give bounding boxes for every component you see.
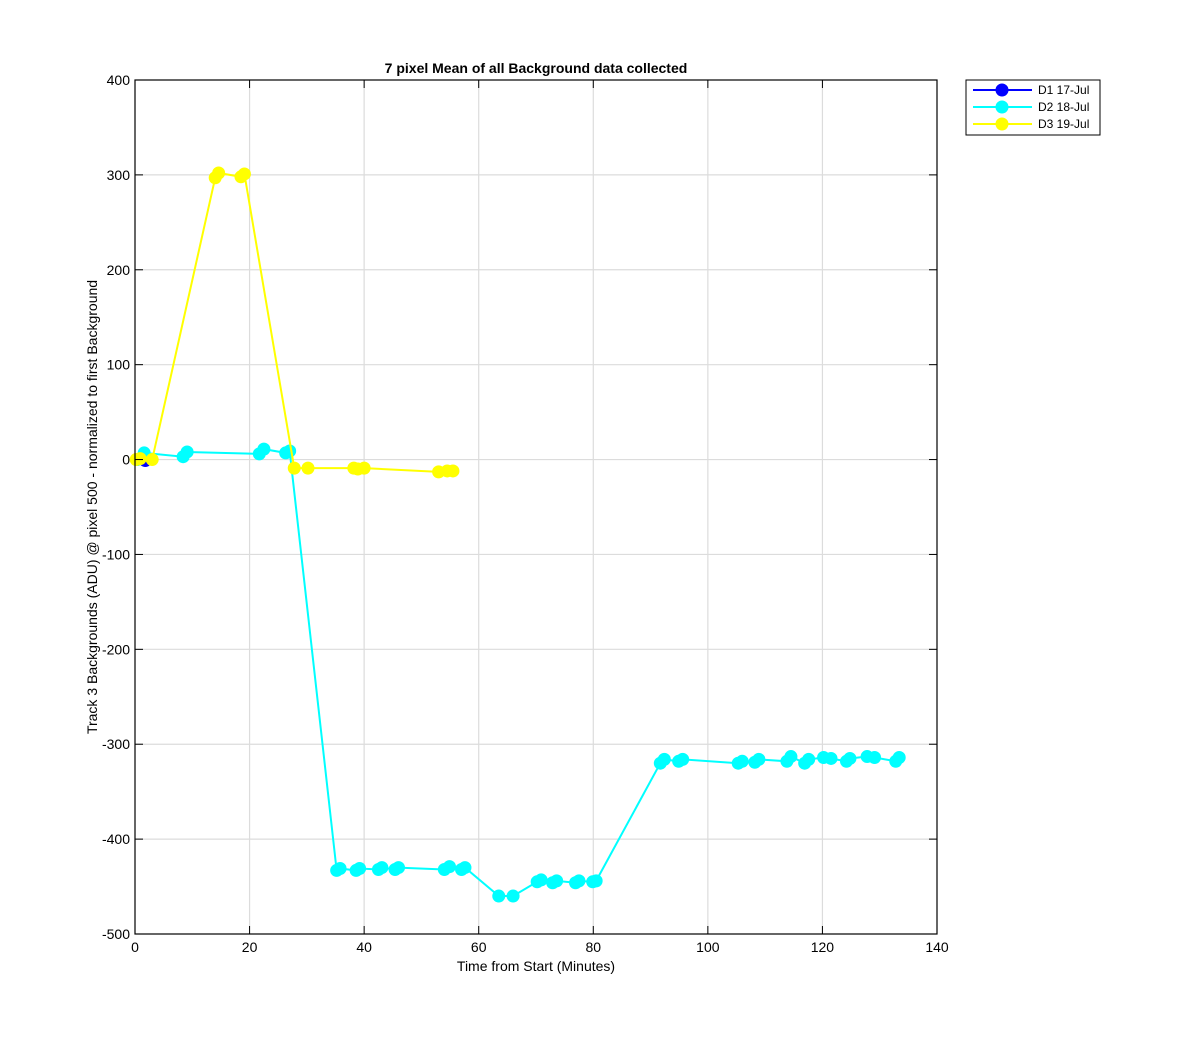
data-point <box>824 751 838 765</box>
x-tick-label: 60 <box>471 939 487 955</box>
data-point <box>357 461 371 475</box>
plot-area <box>135 80 937 934</box>
data-point <box>301 461 315 475</box>
x-tick-label: 20 <box>242 939 258 955</box>
x-tick-label: 40 <box>356 939 372 955</box>
data-point <box>868 751 882 765</box>
legend: D1 17-Jul D2 18-Jul D3 19-Jul <box>965 79 1101 136</box>
ticks: 0 20 40 60 80 100 120 140 -500 -400 -300 -200 -100 0 1… <box>102 72 949 955</box>
data-point <box>145 453 159 467</box>
y-tick-label: -500 <box>102 926 130 942</box>
series-d3-19-jul <box>129 166 460 479</box>
data-point <box>333 862 347 876</box>
y-tick-label: -400 <box>102 831 130 847</box>
data-point <box>133 452 147 466</box>
legend-item: D3 19-Jul <box>973 117 1089 131</box>
legend-label: D3 19-Jul <box>1038 117 1089 131</box>
x-tick-label: 120 <box>811 939 835 955</box>
legend-item: D1 17-Jul <box>973 83 1089 97</box>
x-tick-label: 80 <box>585 939 601 955</box>
data-point <box>843 751 857 765</box>
data-point <box>572 874 586 888</box>
data-point <box>802 752 816 766</box>
data-point <box>676 752 690 766</box>
data-point <box>657 752 671 766</box>
chart-title: 7 pixel Mean of all Background data coll… <box>385 60 688 76</box>
x-tick-label: 0 <box>131 939 139 955</box>
y-tick-label: 300 <box>107 167 131 183</box>
legend-item: D2 18-Jul <box>973 100 1089 114</box>
data-point <box>237 167 251 181</box>
y-tick-label: -100 <box>102 546 130 562</box>
y-tick-label: 100 <box>107 357 131 373</box>
x-tick-label: 140 <box>925 939 949 955</box>
data-point <box>353 862 367 876</box>
y-tick-label: 0 <box>122 452 130 468</box>
data-point <box>458 861 472 875</box>
data-point <box>212 166 226 180</box>
data-point <box>892 751 906 765</box>
data-point <box>735 754 749 768</box>
data-point <box>180 445 194 459</box>
x-axis-label: Time from Start (Minutes) <box>457 958 615 974</box>
legend-marker <box>995 117 1009 131</box>
y-tick-label: -200 <box>102 641 130 657</box>
data-point <box>257 442 271 456</box>
legend-label: D1 17-Jul <box>1038 83 1089 97</box>
data-point <box>442 860 456 874</box>
legend-marker <box>995 83 1009 97</box>
data-point <box>492 889 506 903</box>
y-tick-label: -300 <box>102 736 130 752</box>
y-tick-label: 200 <box>107 262 131 278</box>
legend-marker <box>995 100 1009 114</box>
data-point <box>392 861 406 875</box>
y-tick-label: 400 <box>107 72 131 88</box>
data-point <box>589 874 603 888</box>
data-point <box>287 461 301 475</box>
data-point <box>534 873 548 887</box>
data-point <box>506 889 520 903</box>
data-point <box>550 874 564 888</box>
data-point <box>752 752 766 766</box>
data-point <box>446 464 460 478</box>
data-point <box>784 750 798 764</box>
series-layer <box>129 166 906 903</box>
data-point <box>375 861 389 875</box>
plot-frame <box>134 79 938 935</box>
grid <box>135 80 937 934</box>
legend-label: D2 18-Jul <box>1038 100 1089 114</box>
x-tick-label: 100 <box>696 939 720 955</box>
y-axis-label: Track 3 Backgrounds (ADU) @ pixel 500 - … <box>84 280 100 734</box>
